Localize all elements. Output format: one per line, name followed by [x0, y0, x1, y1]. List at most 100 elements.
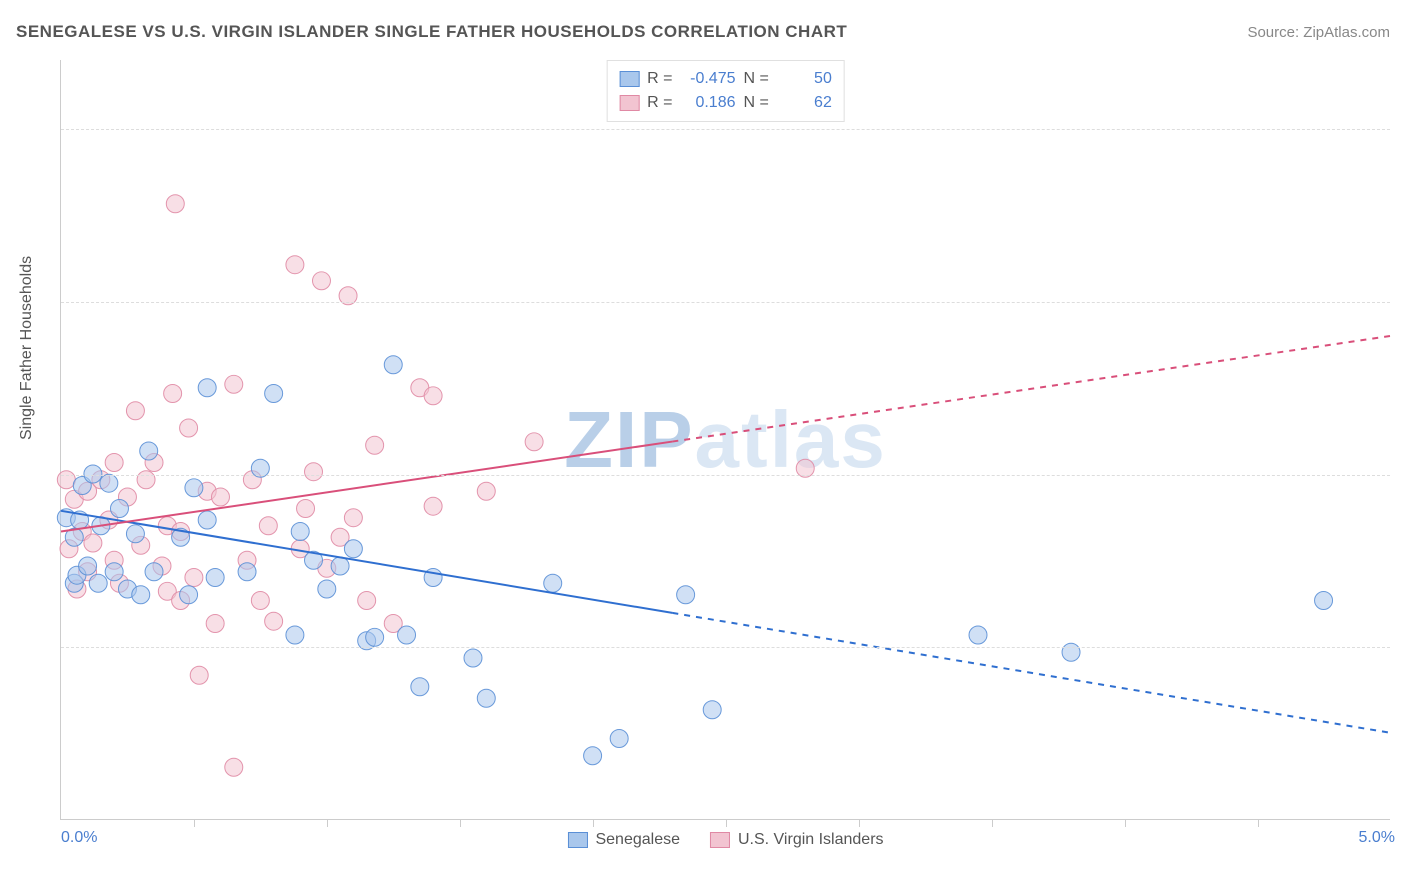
x-minor-tick: [1125, 819, 1126, 827]
r-value-1: 0.186: [681, 91, 736, 115]
data-point: [677, 586, 695, 604]
data-point: [297, 500, 315, 518]
x-tick-max: 5.0%: [1359, 829, 1395, 847]
data-point: [366, 628, 384, 646]
data-point: [1315, 592, 1333, 610]
data-point: [225, 758, 243, 776]
data-point: [424, 497, 442, 515]
data-point: [477, 482, 495, 500]
data-point: [265, 612, 283, 630]
y-tick-label: 4.5%: [1395, 293, 1406, 311]
bottom-legend: Senegalese U.S. Virgin Islanders: [567, 831, 883, 849]
data-point: [206, 615, 224, 633]
data-point: [251, 592, 269, 610]
data-point: [584, 747, 602, 765]
data-point: [166, 195, 184, 213]
data-point: [79, 557, 97, 575]
data-point: [286, 256, 304, 274]
data-point: [198, 511, 216, 529]
n-value-1: 62: [777, 91, 832, 115]
data-point: [140, 442, 158, 460]
y-tick-label: 1.5%: [1395, 638, 1406, 656]
gridline-h: [61, 475, 1390, 476]
data-point: [185, 569, 203, 587]
x-tick-min: 0.0%: [61, 829, 97, 847]
x-minor-tick: [460, 819, 461, 827]
x-minor-tick: [992, 819, 993, 827]
chart-title: SENEGALESE VS U.S. VIRGIN ISLANDER SINGL…: [16, 22, 847, 42]
data-point: [286, 626, 304, 644]
r-value-0: -0.475: [681, 67, 736, 91]
stats-row-0: R = -0.475 N = 50: [619, 67, 832, 91]
legend-item-1: U.S. Virgin Islanders: [710, 831, 884, 849]
y-tick-label: 3.0%: [1395, 466, 1406, 484]
n-value-0: 50: [777, 67, 832, 91]
data-point: [137, 471, 155, 489]
source-label: Source: ZipAtlas.com: [1247, 24, 1390, 41]
data-point: [145, 563, 163, 581]
data-point: [198, 379, 216, 397]
n-label: N =: [744, 67, 769, 91]
data-point: [185, 479, 203, 497]
swatch-senegalese: [619, 71, 639, 87]
data-point: [477, 689, 495, 707]
data-point: [126, 402, 144, 420]
data-point: [312, 272, 330, 290]
data-point: [57, 471, 75, 489]
data-point: [305, 463, 323, 481]
data-point: [525, 433, 543, 451]
trendline-dashed: [672, 613, 1390, 733]
stats-row-1: R = 0.186 N = 62: [619, 91, 832, 115]
data-point: [544, 574, 562, 592]
data-point: [291, 523, 309, 541]
data-point: [84, 534, 102, 552]
r-label: R =: [647, 67, 672, 91]
swatch-usvi: [619, 95, 639, 111]
data-point: [180, 419, 198, 437]
data-point: [424, 387, 442, 405]
plot-area: ZIPatlas R = -0.475 N = 50 R = 0.186 N =…: [60, 60, 1390, 820]
title-bar: SENEGALESE VS U.S. VIRGIN ISLANDER SINGL…: [16, 22, 1390, 42]
data-point: [358, 592, 376, 610]
data-point: [1062, 643, 1080, 661]
data-point: [211, 488, 229, 506]
legend-label-1: U.S. Virgin Islanders: [738, 831, 884, 849]
data-point: [318, 580, 336, 598]
data-point: [100, 474, 118, 492]
legend-swatch-senegalese: [567, 832, 587, 848]
data-point: [344, 540, 362, 558]
data-point: [969, 626, 987, 644]
data-point: [225, 375, 243, 393]
r-label: R =: [647, 91, 672, 115]
data-point: [89, 574, 107, 592]
data-point: [164, 385, 182, 403]
trendline-dashed: [672, 336, 1390, 442]
data-point: [110, 500, 128, 518]
data-point: [411, 678, 429, 696]
y-axis-label: Single Father Households: [18, 256, 36, 440]
scatter-svg: [61, 60, 1390, 819]
data-point: [344, 509, 362, 527]
gridline-h: [61, 129, 1390, 130]
data-point: [366, 436, 384, 454]
legend-swatch-usvi: [710, 832, 730, 848]
data-point: [206, 569, 224, 587]
legend-item-0: Senegalese: [567, 831, 680, 849]
x-minor-tick: [194, 819, 195, 827]
data-point: [180, 586, 198, 604]
gridline-h: [61, 302, 1390, 303]
gridline-h: [61, 647, 1390, 648]
data-point: [384, 356, 402, 374]
data-point: [132, 586, 150, 604]
data-point: [331, 557, 349, 575]
x-minor-tick: [726, 819, 727, 827]
x-minor-tick: [327, 819, 328, 827]
x-minor-tick: [1258, 819, 1259, 827]
data-point: [190, 666, 208, 684]
legend-label-0: Senegalese: [595, 831, 680, 849]
data-point: [265, 385, 283, 403]
data-point: [703, 701, 721, 719]
x-minor-tick: [593, 819, 594, 827]
data-point: [464, 649, 482, 667]
n-label: N =: [744, 91, 769, 115]
